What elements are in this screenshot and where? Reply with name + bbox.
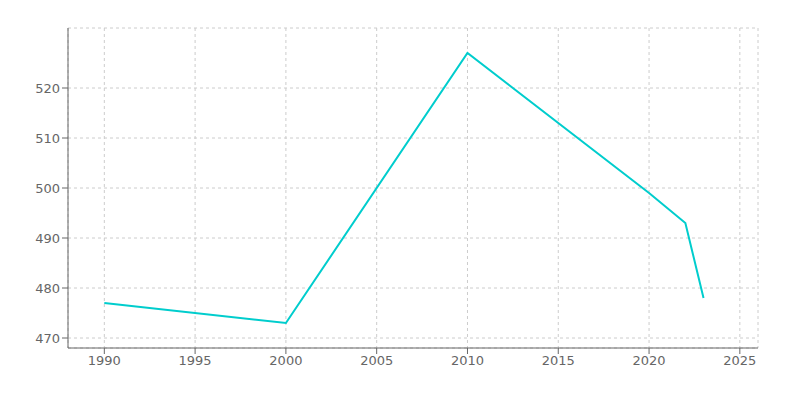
svg-text:2025: 2025 (723, 353, 756, 368)
svg-text:520: 520 (35, 81, 60, 96)
svg-text:2000: 2000 (269, 353, 302, 368)
svg-text:2020: 2020 (633, 353, 666, 368)
svg-text:2015: 2015 (542, 353, 575, 368)
svg-text:510: 510 (35, 131, 60, 146)
svg-text:2010: 2010 (451, 353, 484, 368)
svg-text:1995: 1995 (179, 353, 212, 368)
svg-text:490: 490 (35, 231, 60, 246)
svg-text:1990: 1990 (88, 353, 121, 368)
svg-text:480: 480 (35, 281, 60, 296)
svg-text:2005: 2005 (360, 353, 393, 368)
svg-text:470: 470 (35, 331, 60, 346)
svg-text:500: 500 (35, 181, 60, 196)
